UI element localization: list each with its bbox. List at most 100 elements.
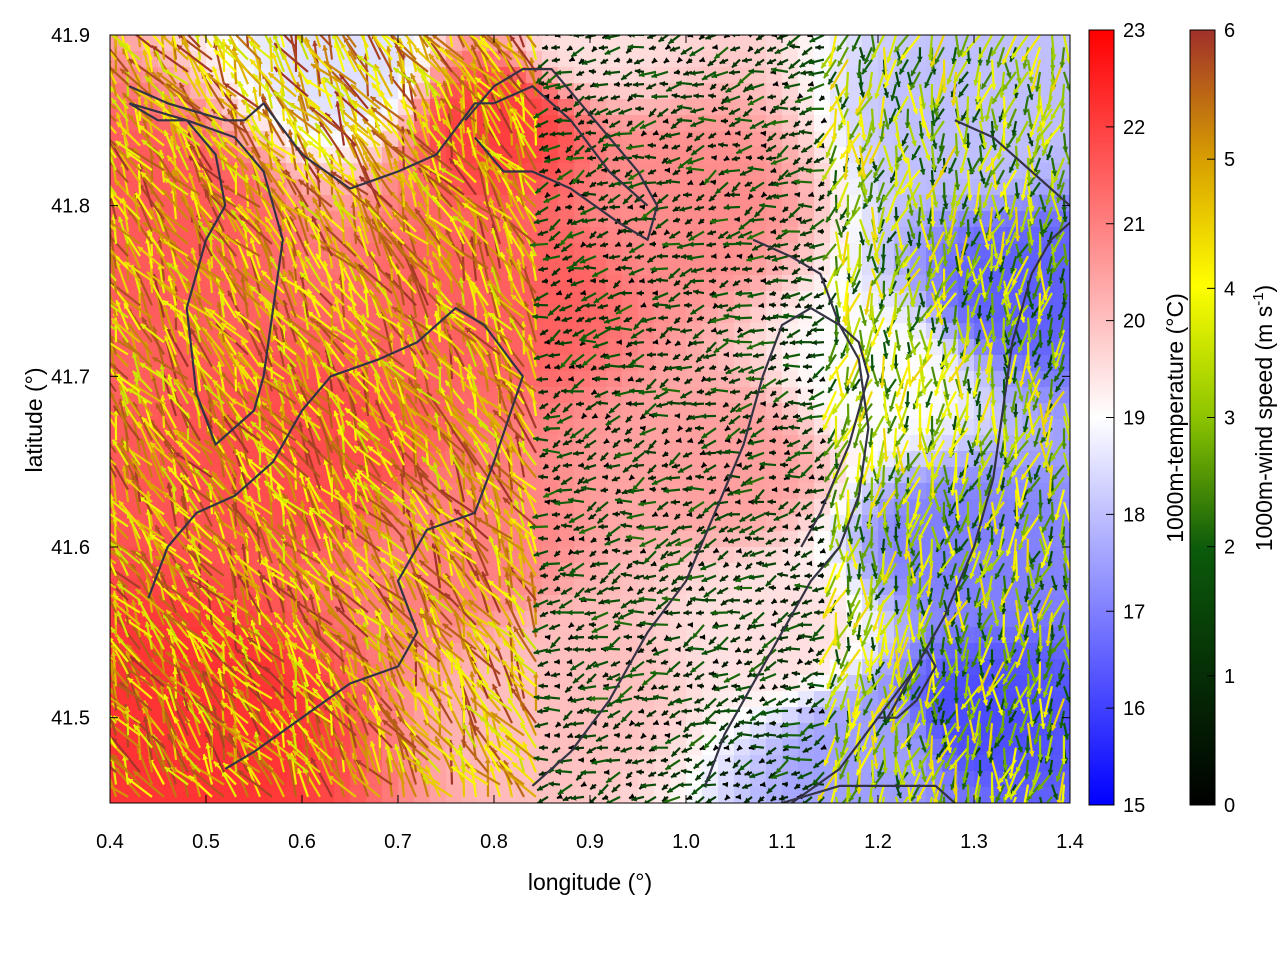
plot-area xyxy=(110,35,1070,803)
heatmap-cell xyxy=(686,387,703,404)
heatmap-cell xyxy=(606,67,623,84)
heatmap-cell xyxy=(590,419,607,436)
heatmap-cell xyxy=(606,723,623,740)
heatmap-cell xyxy=(590,307,607,324)
heatmap-cell xyxy=(590,467,607,484)
heatmap-cell xyxy=(1038,35,1055,52)
heatmap-cell xyxy=(702,115,719,132)
heatmap-cell xyxy=(718,259,735,276)
heatmap-cell xyxy=(654,275,671,292)
heatmap-cell xyxy=(798,115,815,132)
heatmap-cell xyxy=(622,627,639,644)
heatmap-cell xyxy=(622,275,639,292)
heatmap-cell xyxy=(1054,35,1070,52)
heatmap-cell xyxy=(590,83,607,100)
heatmap-cell xyxy=(558,339,575,356)
heatmap-cell xyxy=(1038,67,1055,84)
heatmap-cell xyxy=(574,355,591,372)
heatmap-cell xyxy=(782,227,799,244)
heatmap-cell xyxy=(798,35,815,52)
heatmap-cell xyxy=(718,435,735,452)
heatmap-cell xyxy=(750,51,767,68)
heatmap-cell xyxy=(846,179,863,196)
heatmap-cell xyxy=(974,51,991,68)
heatmap-cell xyxy=(638,595,655,612)
heatmap-cell xyxy=(910,35,927,52)
heatmap-cell xyxy=(1006,51,1023,68)
heatmap-cell xyxy=(718,595,735,612)
heatmap-cell xyxy=(718,787,735,803)
heatmap-cell xyxy=(622,387,639,404)
heatmap-cell xyxy=(718,659,735,676)
heatmap-cell xyxy=(702,723,719,740)
heatmap-cell xyxy=(606,739,623,756)
heatmap-cell xyxy=(638,51,655,68)
heatmap-cell xyxy=(750,275,767,292)
heatmap-cell xyxy=(670,419,687,436)
heatmap-cell xyxy=(654,259,671,276)
heatmap-cell xyxy=(830,611,847,628)
heatmap-cell xyxy=(926,67,943,84)
heatmap-cell xyxy=(606,227,623,244)
heatmap-cell xyxy=(542,675,559,692)
heatmap-cell xyxy=(654,67,671,84)
heatmap-cell xyxy=(750,627,767,644)
heatmap-cell xyxy=(622,67,639,84)
heatmap-cell xyxy=(606,371,623,388)
heatmap-cell xyxy=(606,51,623,68)
heatmap-cell xyxy=(750,163,767,180)
heatmap-cell xyxy=(606,755,623,772)
heatmap-cell xyxy=(782,707,799,724)
heatmap-cell xyxy=(430,451,447,468)
heatmap-cell xyxy=(766,435,783,452)
heatmap-cell xyxy=(1054,131,1070,148)
heatmap-cell xyxy=(254,83,271,100)
heatmap-cell xyxy=(958,739,975,756)
heatmap-cell xyxy=(702,211,719,228)
heatmap-cell xyxy=(814,67,831,84)
heatmap-cell xyxy=(654,227,671,244)
heatmap-cell xyxy=(862,211,879,228)
heatmap-cell xyxy=(734,259,751,276)
heatmap-cell xyxy=(702,51,719,68)
heatmap-cell xyxy=(542,355,559,372)
heatmap-cell xyxy=(942,35,959,52)
heatmap-cell xyxy=(766,467,783,484)
heatmap-cell xyxy=(1054,291,1070,308)
heatmap-cell xyxy=(638,147,655,164)
heatmap-cell xyxy=(574,787,591,803)
heatmap-cell xyxy=(798,435,815,452)
heatmap-cell xyxy=(654,35,671,52)
heatmap-cell xyxy=(734,739,751,756)
heatmap-cell xyxy=(654,51,671,68)
heatmap-cell xyxy=(606,467,623,484)
heatmap-cell xyxy=(558,643,575,660)
heatmap-cell xyxy=(782,643,799,660)
heatmap-cell xyxy=(718,195,735,212)
heatmap-cell xyxy=(702,147,719,164)
heatmap-cell xyxy=(750,755,767,772)
heatmap-cell xyxy=(670,755,687,772)
heatmap-cell xyxy=(606,643,623,660)
heatmap-cell xyxy=(638,723,655,740)
heatmap-cell xyxy=(718,147,735,164)
heatmap-cell xyxy=(430,723,447,740)
heatmap-cell xyxy=(798,739,815,756)
heatmap-cell xyxy=(718,755,735,772)
heatmap-cell xyxy=(814,99,831,116)
heatmap-cell xyxy=(702,275,719,292)
heatmap-cell xyxy=(670,67,687,84)
heatmap-cell xyxy=(494,787,511,803)
heatmap-cell xyxy=(606,275,623,292)
heatmap-cell xyxy=(670,435,687,452)
heatmap-cell xyxy=(718,35,735,52)
heatmap-cell xyxy=(430,51,447,68)
heatmap-cell xyxy=(1038,51,1055,68)
heatmap-cell xyxy=(606,323,623,340)
heatmap-cell xyxy=(750,579,767,596)
heatmap-cell xyxy=(846,51,863,68)
heatmap-cell xyxy=(558,51,575,68)
heatmap-cell xyxy=(702,227,719,244)
heatmap-cell xyxy=(734,307,751,324)
